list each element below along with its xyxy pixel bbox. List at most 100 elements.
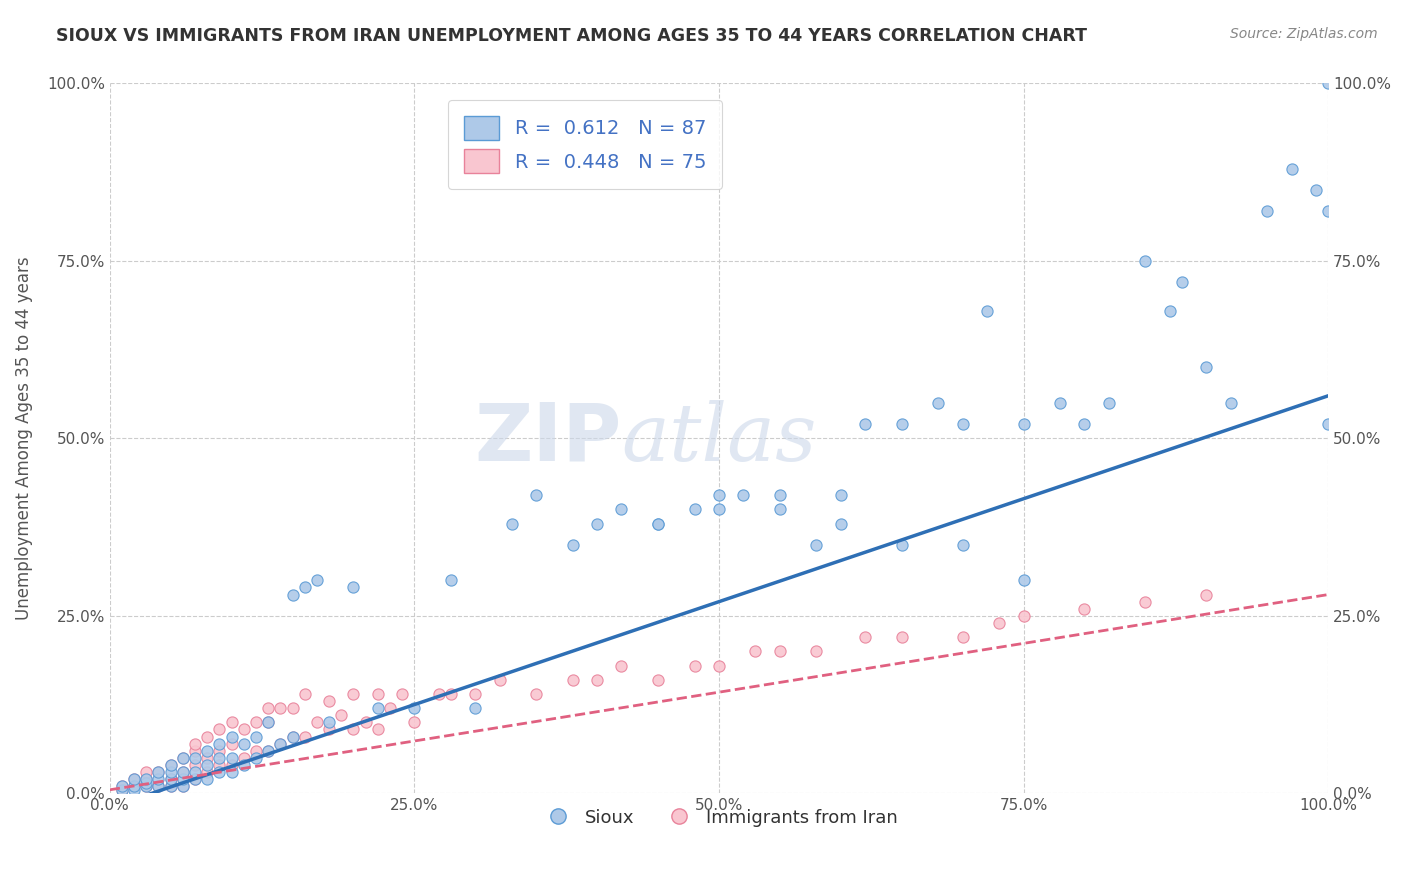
Point: [1317, 77, 1340, 91]
Point: [172, 765, 194, 780]
Point: [111, 779, 134, 793]
Point: [647, 516, 669, 531]
Point: [111, 782, 134, 797]
Point: [184, 758, 207, 772]
Point: [501, 516, 523, 531]
Point: [232, 737, 254, 751]
Point: [232, 751, 254, 765]
Point: [952, 417, 974, 432]
Point: [159, 772, 181, 786]
Point: [159, 779, 181, 793]
Point: [769, 502, 792, 516]
Point: [148, 765, 170, 780]
Point: [172, 751, 194, 765]
Point: [257, 701, 280, 715]
Point: [172, 779, 194, 793]
Point: [269, 737, 291, 751]
Point: [830, 516, 852, 531]
Point: [221, 765, 243, 780]
Point: [890, 630, 912, 644]
Point: [135, 772, 157, 786]
Point: [148, 779, 170, 793]
Point: [927, 396, 949, 410]
Point: [1012, 574, 1035, 588]
Point: [1195, 588, 1218, 602]
Point: [208, 758, 231, 772]
Point: [744, 644, 766, 658]
Point: [208, 723, 231, 737]
Point: [184, 765, 207, 780]
Point: [305, 574, 328, 588]
Point: [769, 488, 792, 502]
Point: [488, 673, 510, 687]
Point: [184, 772, 207, 786]
Point: [195, 765, 218, 780]
Point: [853, 417, 876, 432]
Point: [245, 744, 267, 758]
Point: [122, 772, 145, 786]
Point: [354, 715, 377, 730]
Point: [208, 765, 231, 780]
Point: [148, 765, 170, 780]
Point: [294, 687, 316, 701]
Point: [1049, 396, 1071, 410]
Point: [159, 779, 181, 793]
Point: [111, 779, 134, 793]
Point: [122, 779, 145, 793]
Point: [1171, 275, 1194, 289]
Point: [769, 644, 792, 658]
Point: [391, 687, 413, 701]
Point: [1012, 608, 1035, 623]
Point: [464, 687, 486, 701]
Text: ZIP: ZIP: [474, 400, 621, 477]
Point: [294, 581, 316, 595]
Point: [1317, 204, 1340, 219]
Point: [269, 701, 291, 715]
Point: [305, 715, 328, 730]
Point: [647, 516, 669, 531]
Point: [586, 516, 609, 531]
Point: [159, 758, 181, 772]
Point: [342, 581, 364, 595]
Point: [1219, 396, 1241, 410]
Point: [524, 687, 547, 701]
Point: [464, 701, 486, 715]
Point: [988, 615, 1011, 630]
Text: SIOUX VS IMMIGRANTS FROM IRAN UNEMPLOYMENT AMONG AGES 35 TO 44 YEARS CORRELATION: SIOUX VS IMMIGRANTS FROM IRAN UNEMPLOYME…: [56, 27, 1087, 45]
Point: [208, 737, 231, 751]
Point: [707, 502, 730, 516]
Point: [135, 772, 157, 786]
Point: [245, 715, 267, 730]
Point: [404, 715, 426, 730]
Point: [257, 715, 280, 730]
Point: [318, 723, 340, 737]
Point: [111, 782, 134, 797]
Point: [195, 744, 218, 758]
Point: [195, 772, 218, 786]
Point: [232, 758, 254, 772]
Text: Source: ZipAtlas.com: Source: ZipAtlas.com: [1230, 27, 1378, 41]
Point: [610, 502, 633, 516]
Point: [281, 730, 304, 744]
Point: [806, 644, 828, 658]
Point: [172, 765, 194, 780]
Y-axis label: Unemployment Among Ages 35 to 44 years: Unemployment Among Ages 35 to 44 years: [15, 257, 32, 620]
Point: [221, 758, 243, 772]
Point: [367, 687, 389, 701]
Point: [281, 588, 304, 602]
Point: [172, 779, 194, 793]
Point: [318, 694, 340, 708]
Point: [1073, 601, 1095, 615]
Point: [733, 488, 755, 502]
Point: [1317, 417, 1340, 432]
Point: [952, 630, 974, 644]
Point: [1012, 417, 1035, 432]
Point: [524, 488, 547, 502]
Legend: Sioux, Immigrants from Iran: Sioux, Immigrants from Iran: [533, 802, 905, 834]
Point: [610, 658, 633, 673]
Point: [195, 751, 218, 765]
Point: [586, 673, 609, 687]
Point: [135, 779, 157, 793]
Point: [1073, 417, 1095, 432]
Point: [890, 417, 912, 432]
